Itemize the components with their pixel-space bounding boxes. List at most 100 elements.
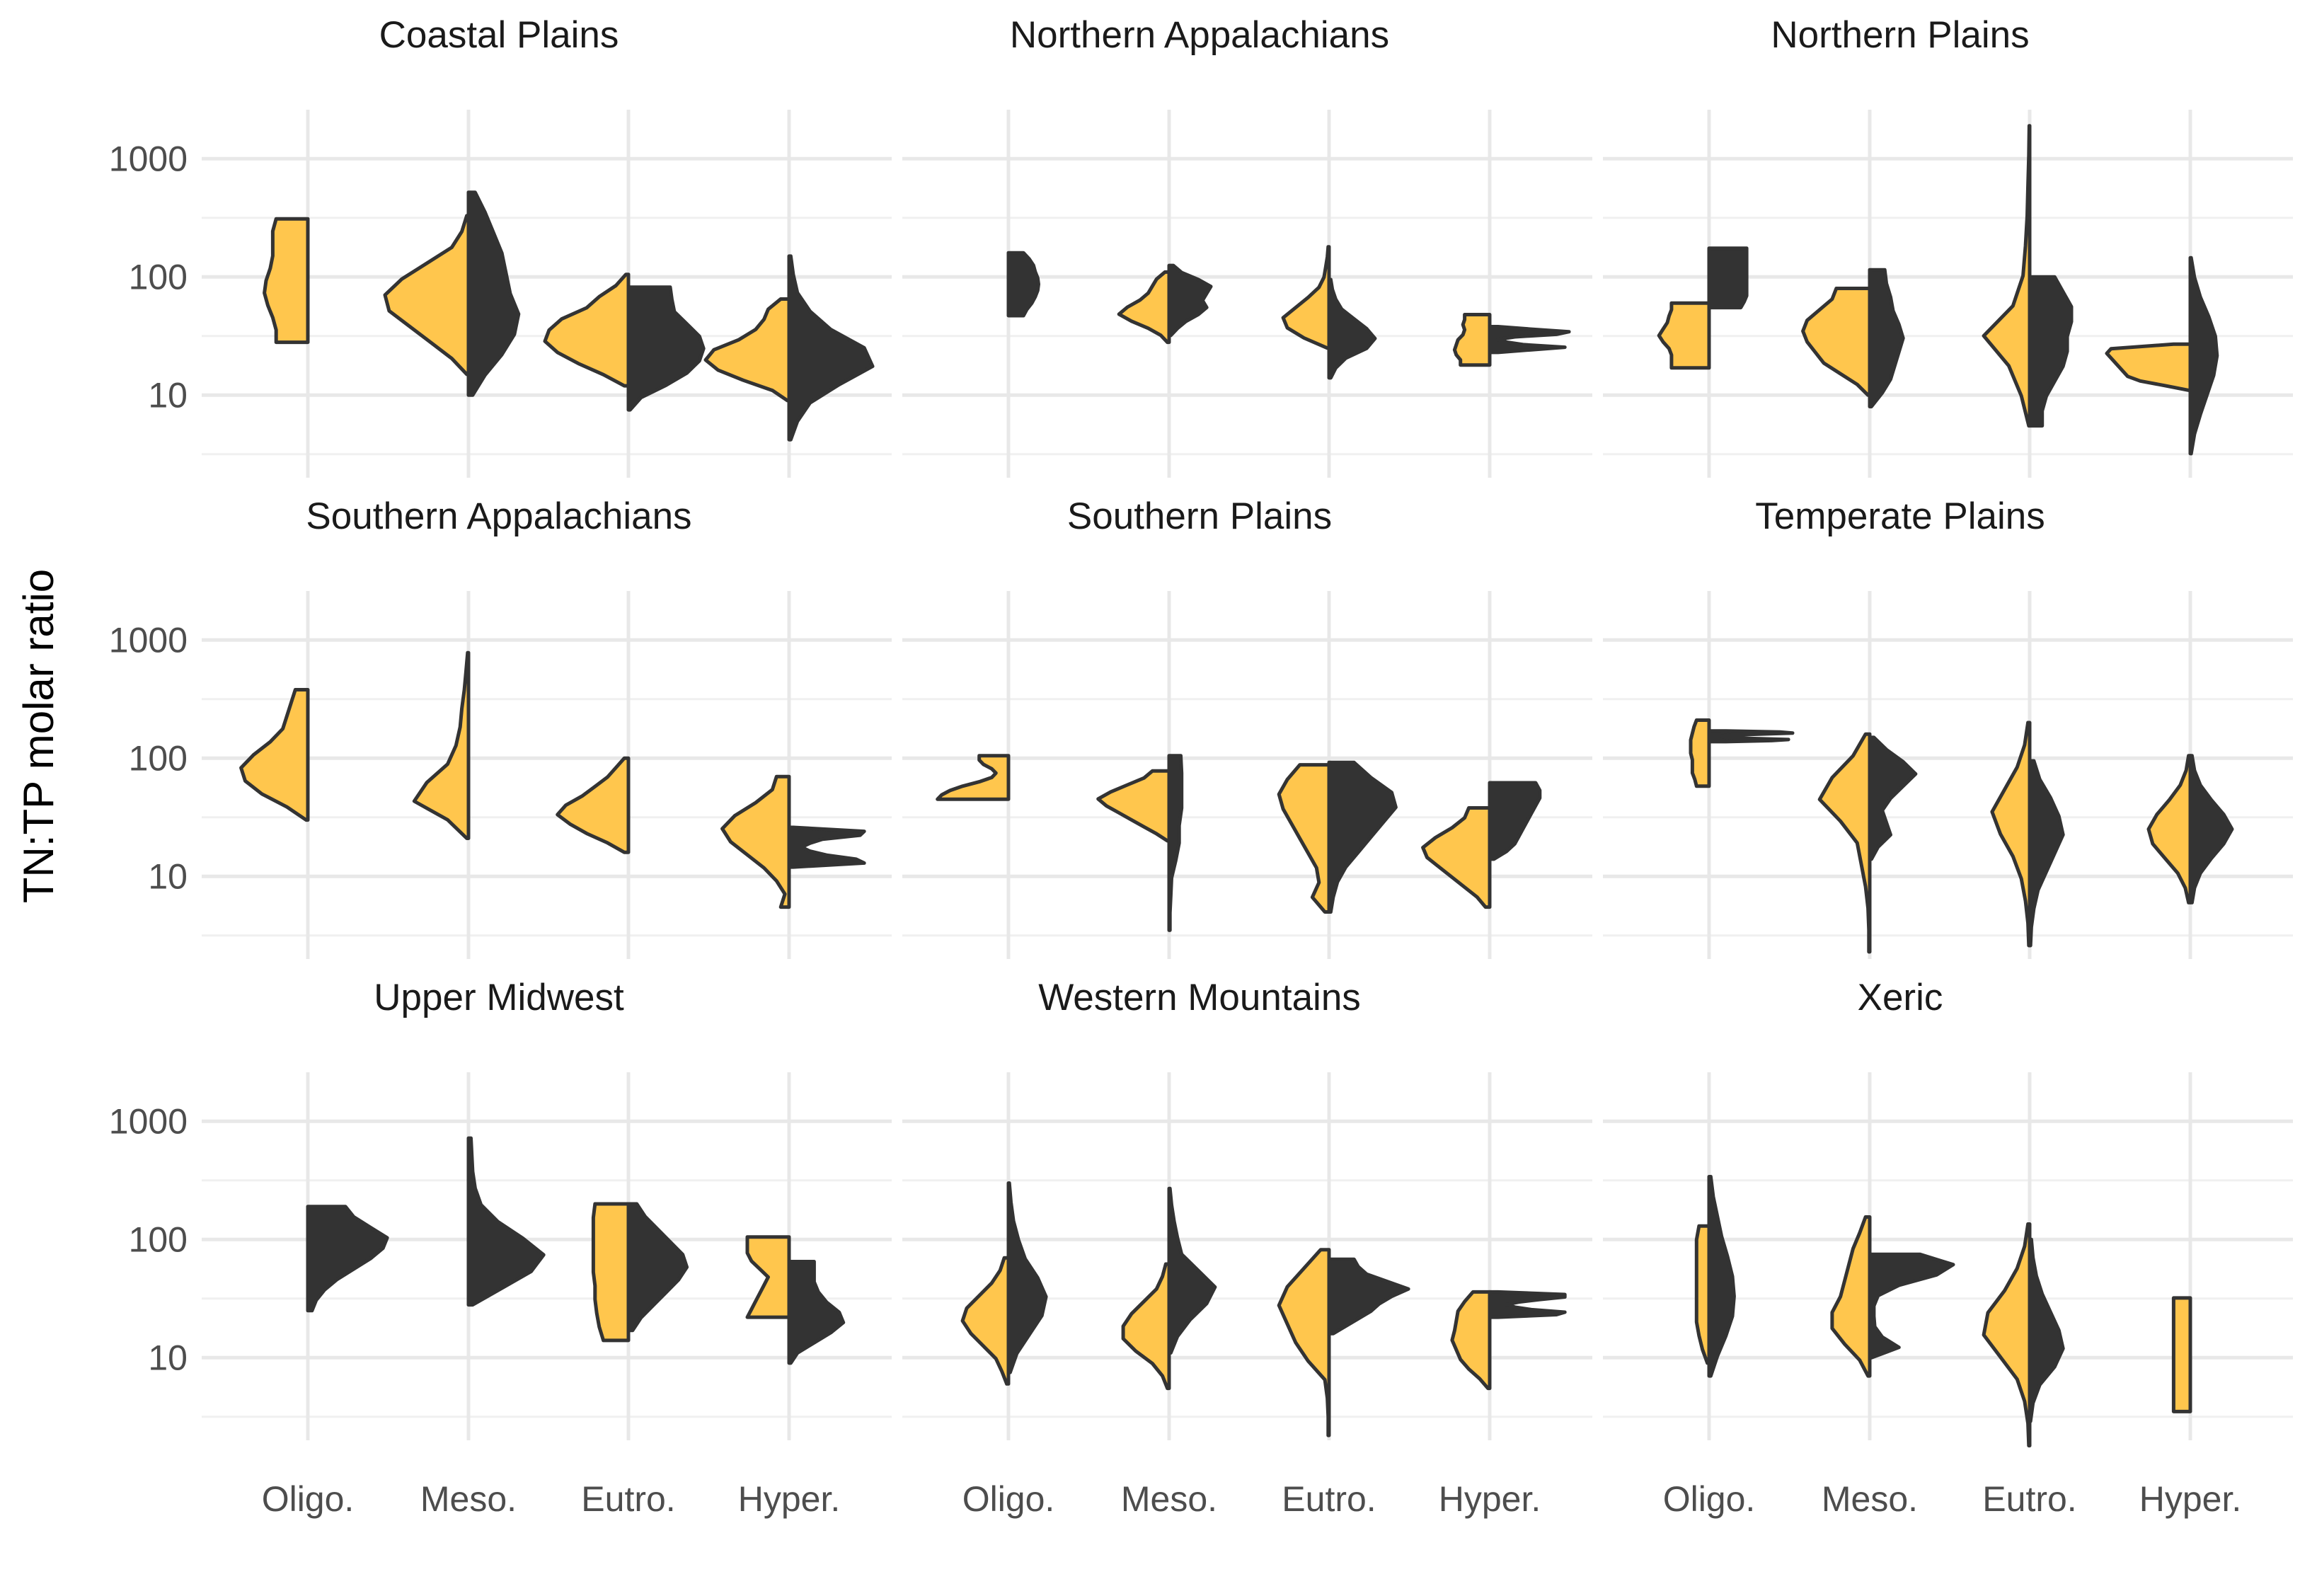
violin-left-half-hyper: [703, 297, 791, 403]
violin-right-half-eutro: [1327, 1257, 1410, 1336]
violin-right-half-meso: [1167, 263, 1213, 338]
violin-right-half-eutro: [626, 285, 706, 412]
y-tick-label: 100: [129, 738, 188, 778]
violin-left-half-eutro: [591, 1202, 631, 1343]
violin-right-half-eutro: [1327, 277, 1377, 380]
violin-left-half-meso: [412, 650, 471, 840]
x-tick-label: Eutro.: [1282, 1479, 1376, 1519]
panel-title: Temperate Plains: [1755, 495, 2045, 537]
violin-left-half-eutro: [543, 272, 631, 388]
violin-left-half-oligo: [936, 754, 1011, 801]
panel-southern-plains: Southern Plains: [902, 495, 1592, 959]
violin-right-half-hyper: [2188, 754, 2234, 905]
panel-northern-appalachians: Northern Appalachians: [902, 14, 1592, 478]
violin-right-half-meso: [1868, 268, 1905, 408]
violin-left-half-hyper: [745, 1235, 791, 1319]
violin-left-half-oligo: [1694, 1224, 1711, 1365]
y-tick-label: 10: [148, 856, 188, 896]
x-tick-label: Hyper.: [738, 1479, 841, 1519]
y-tick-label: 10: [148, 375, 188, 415]
violin-left-half-oligo: [1657, 301, 1711, 370]
x-tick-label: Meso.: [1822, 1479, 1918, 1519]
y-tick-label: 10: [148, 1338, 188, 1377]
violin-right-half-meso: [1167, 1186, 1217, 1355]
x-tick-label: Oligo.: [262, 1479, 355, 1519]
violin-right-half-meso: [466, 1136, 546, 1307]
violin-left-half-oligo: [960, 1256, 1011, 1386]
violin-left-half-meso: [1830, 1215, 1872, 1378]
panel-title: Western Mountains: [1038, 977, 1361, 1018]
violin-right-half-eutro: [2028, 1237, 2065, 1423]
panel-coastal-plains: 10 100 1000 Coastal Plains: [109, 14, 892, 478]
violin-right-half-oligo: [1707, 246, 1749, 310]
violin-right-half-eutro: [626, 1202, 689, 1333]
violin-left-half-meso: [1117, 270, 1171, 345]
panel-upper-midwest: 10 100 1000 Upper Midwest Oligo. Meso. Eutro. H…: [109, 977, 892, 1519]
panel-northern-plains: Northern Plains: [1603, 14, 2293, 478]
violin-left-half-eutro: [1277, 1248, 1331, 1437]
x-tick-label: Hyper.: [2139, 1479, 2242, 1519]
violin-right-half-hyper: [1488, 1290, 1567, 1319]
violin-left-half-hyper: [1450, 1290, 1492, 1391]
violin-left-half-hyper: [1421, 806, 1492, 909]
violin-right-half-oligo: [306, 1205, 389, 1313]
violin-right-half-oligo: [1707, 729, 1795, 744]
violin-left-half-hyper: [1452, 313, 1492, 367]
y-axis-title: TN:TP molar ratio: [15, 569, 62, 903]
violin-right-half-hyper: [1488, 781, 1542, 861]
panel-western-mountains: Western Mountains Oligo. Meso. Eutro. Hyper.: [902, 977, 1592, 1519]
violin-right-half-meso: [466, 190, 521, 397]
panel-southern-appalachians: 10 100 1000 Southern Appalachians: [109, 495, 892, 959]
violin-left-half-meso: [1121, 1262, 1171, 1391]
panels-layer: 10 100 1000 Coastal Plains Northern Appalach…: [109, 14, 2293, 1519]
panel-title: Upper Midwest: [374, 977, 624, 1018]
violin-right-half-oligo: [1006, 251, 1040, 318]
violin-left-half-meso: [1817, 732, 1872, 954]
x-tick-label: Hyper.: [1439, 1479, 1541, 1519]
panel-title: Southern Appalachians: [306, 495, 691, 537]
panel-title: Northern Appalachians: [1010, 14, 1389, 56]
violin-right-half-hyper: [2188, 256, 2219, 456]
violin-right-half-hyper: [787, 1260, 846, 1365]
violin-left-half-eutro: [1990, 721, 2032, 948]
violin-left-half-hyper: [720, 774, 791, 909]
violin-right-half-hyper: [787, 825, 866, 869]
violin-left-half-oligo: [239, 688, 310, 822]
y-tick-label: 100: [129, 257, 188, 297]
violin-right-half-oligo: [1707, 1175, 1736, 1378]
violin-right-half-eutro: [1327, 760, 1398, 914]
x-tick-label: Eutro.: [1982, 1479, 2076, 1519]
violin-right-half-oligo: [1006, 1181, 1048, 1374]
x-tick-label: Meso.: [420, 1479, 517, 1519]
violin-left-half-hyper: [2105, 342, 2192, 392]
violin-left-half-eutro: [1281, 245, 1331, 350]
y-tick-label: 1000: [109, 1101, 188, 1141]
panel-title: Coastal Plains: [379, 14, 619, 56]
violin-left-half-meso: [1801, 287, 1872, 397]
violin-left-half-hyper: [2146, 754, 2192, 905]
violin-right-half-eutro: [2028, 275, 2074, 428]
violin-right-half-hyper: [787, 254, 875, 442]
y-tick-label: 1000: [109, 139, 188, 178]
panel-title: Southern Plains: [1067, 495, 1332, 537]
x-tick-label: Meso.: [1121, 1479, 1217, 1519]
violin-left-half-eutro: [1982, 1222, 2032, 1448]
violin-left-half-meso: [383, 214, 471, 377]
violin-right-half-eutro: [2028, 759, 2065, 948]
panel-temperate-plains: Temperate Plains: [1603, 495, 2293, 959]
violin-left-half-eutro: [1277, 763, 1331, 914]
panel-title: Xeric: [1858, 977, 1943, 1018]
violin-right-half-hyper: [1488, 325, 1571, 355]
x-tick-label: Oligo.: [962, 1479, 1055, 1519]
violin-left-half-hyper: [2171, 1296, 2192, 1413]
violin-left-half-oligo: [263, 217, 310, 345]
panel-xeric: Xeric Oligo. Meso. Eutro. Hyper.: [1603, 977, 2293, 1519]
panel-title: Northern Plains: [1771, 14, 2029, 56]
violin-left-half-oligo: [1689, 718, 1711, 788]
violin-right-half-meso: [1167, 754, 1184, 932]
violin-right-half-meso: [1868, 1252, 1955, 1360]
violin-left-half-eutro: [556, 756, 631, 854]
y-tick-label: 100: [129, 1219, 188, 1259]
x-tick-label: Oligo.: [1663, 1479, 1756, 1519]
